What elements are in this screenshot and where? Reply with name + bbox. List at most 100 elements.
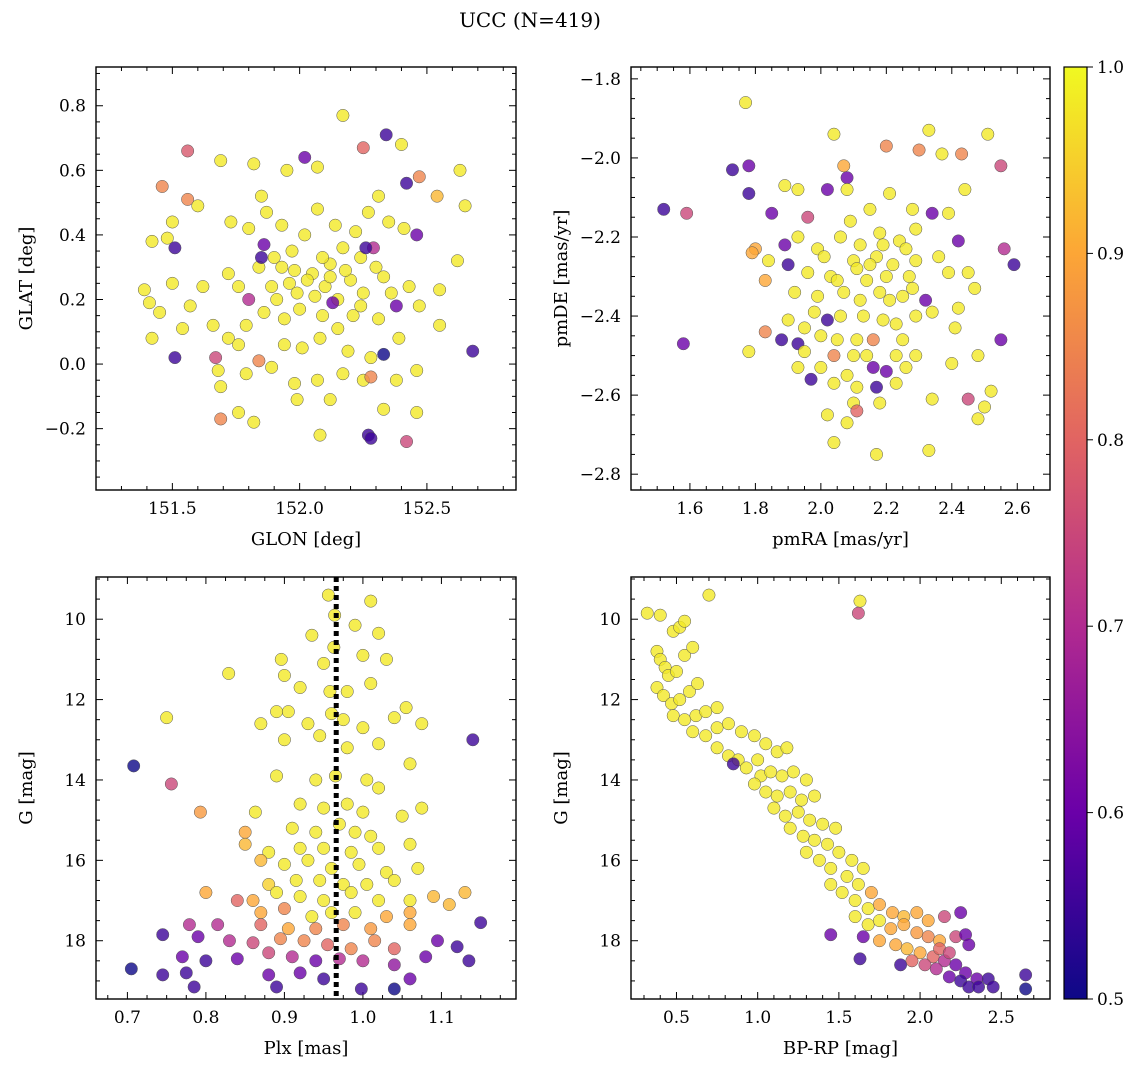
point-pmra-pmde (909, 222, 923, 236)
point-plx-g (309, 922, 323, 936)
point-pmra-pmde (827, 127, 841, 141)
point-glon-glat (275, 218, 289, 232)
point-glon-glat (209, 351, 223, 365)
point-glon-glat (341, 344, 355, 358)
point-pmra-pmde (863, 202, 877, 216)
point-glon-glat (277, 338, 291, 352)
point-pmra-pmde (778, 238, 792, 252)
point-glon-glat (176, 322, 189, 335)
y-tick-label: −2.8 (580, 465, 621, 485)
point-pmra-pmde (935, 147, 949, 161)
point-bprp-g (808, 833, 821, 847)
point-plx-g (387, 958, 401, 972)
point-glon-glat (239, 318, 253, 332)
point-pmra-pmde (879, 139, 893, 153)
scatter-points (137, 108, 480, 449)
point-plx-g (466, 733, 480, 747)
point-glon-glat (196, 280, 210, 294)
point-bprp-g (848, 894, 862, 907)
y-tick-label: 14 (64, 771, 86, 791)
panel-bprp-g: 0.5 1.0 1.5 2.0 2.5 10 12 14 16 18 BP-RP [mag] G [m… (551, 576, 1051, 1059)
point-plx-g (274, 932, 287, 946)
point-pmra-pmde (814, 329, 828, 343)
point-plx-g (431, 934, 444, 948)
point-plx-g (270, 769, 284, 783)
point-bprp-g (796, 829, 810, 843)
point-plx-g (238, 837, 252, 851)
point-bprp-g (699, 705, 713, 719)
point-plx-g (281, 922, 295, 936)
point-pmra-pmde (657, 202, 671, 216)
point-glon-glat (395, 138, 408, 151)
point-bprp-g (710, 741, 724, 755)
point-pmra-pmde (827, 349, 841, 363)
point-bprp-g (851, 878, 865, 891)
point-bprp-g (640, 606, 654, 620)
x-tick-label: 152.0 (275, 499, 324, 519)
point-plx-g (321, 938, 335, 952)
point-plx-g (309, 825, 323, 839)
y-tick-label: 14 (599, 771, 621, 791)
point-pmra-pmde (925, 392, 939, 406)
point-plx-g (321, 588, 335, 602)
point-plx-g (293, 681, 307, 694)
point-glon-glat (295, 341, 309, 355)
point-glon-glat (255, 251, 268, 264)
point-bprp-g (856, 861, 870, 875)
point-glon-glat (293, 302, 307, 316)
point-glon-glat (372, 312, 385, 326)
point-pmra-pmde (873, 285, 887, 299)
point-pmra-pmde (899, 360, 913, 374)
point-pmra-pmde (830, 274, 844, 287)
x-tick-label: 1.0 (349, 1008, 376, 1028)
point-pmra-pmde (994, 159, 1008, 173)
point-glon-glat (323, 270, 337, 284)
point-glon-glat (433, 318, 447, 332)
point-bprp-g (678, 614, 692, 628)
y-tick-label: 0.6 (59, 161, 86, 181)
plot-frame (95, 66, 517, 491)
point-plx-g (380, 910, 393, 924)
point-pmra-pmde (850, 333, 864, 347)
point-glon-glat (356, 286, 370, 300)
point-plx-g (254, 717, 268, 731)
point-plx-g (372, 737, 386, 751)
y-tick-label: 10 (64, 610, 86, 630)
point-glon-glat (392, 331, 406, 345)
point-plx-g (387, 942, 401, 956)
point-pmra-pmde (781, 258, 795, 272)
point-pmra-pmde (873, 396, 887, 410)
point-plx-g (317, 841, 331, 855)
point-plx-g (211, 918, 225, 932)
point-glon-glat (221, 267, 235, 281)
point-plx-g (344, 942, 358, 956)
point-glon-glat (346, 309, 360, 323)
point-bprp-g (812, 853, 826, 867)
point-bprp-g (910, 926, 924, 940)
point-plx-g (387, 711, 401, 725)
point-pmra-pmde (860, 274, 874, 287)
point-glon-glat (361, 205, 375, 219)
colorbar-tick-label: 0.5 (1097, 990, 1124, 1010)
point-bprp-g (929, 962, 943, 976)
point-glon-glat (377, 347, 391, 361)
point-glon-glat (311, 160, 324, 174)
y-tick-label: −2.0 (580, 149, 621, 169)
x-tick-label: 0.5 (663, 1008, 690, 1028)
point-glon-glat (160, 231, 174, 245)
point-pmra-pmde (879, 270, 893, 283)
point-plx-g (356, 805, 370, 819)
x-tick-label: 151.5 (148, 499, 197, 519)
point-pmra-pmde (827, 376, 841, 390)
point-bprp-g (824, 878, 838, 891)
y-axis-label: G [mag] (16, 751, 37, 824)
point-glon-glat (242, 222, 256, 235)
x-axis-label: BP-RP [mag] (783, 1038, 898, 1059)
y-axis-label: G [mag] (551, 751, 572, 824)
point-pmra-pmde (906, 202, 919, 216)
point-plx-g (474, 916, 488, 930)
point-plx-g (364, 829, 378, 843)
point-bprp-g (767, 801, 781, 815)
point-glon-glat (283, 276, 296, 290)
point-glon-glat (191, 199, 205, 213)
